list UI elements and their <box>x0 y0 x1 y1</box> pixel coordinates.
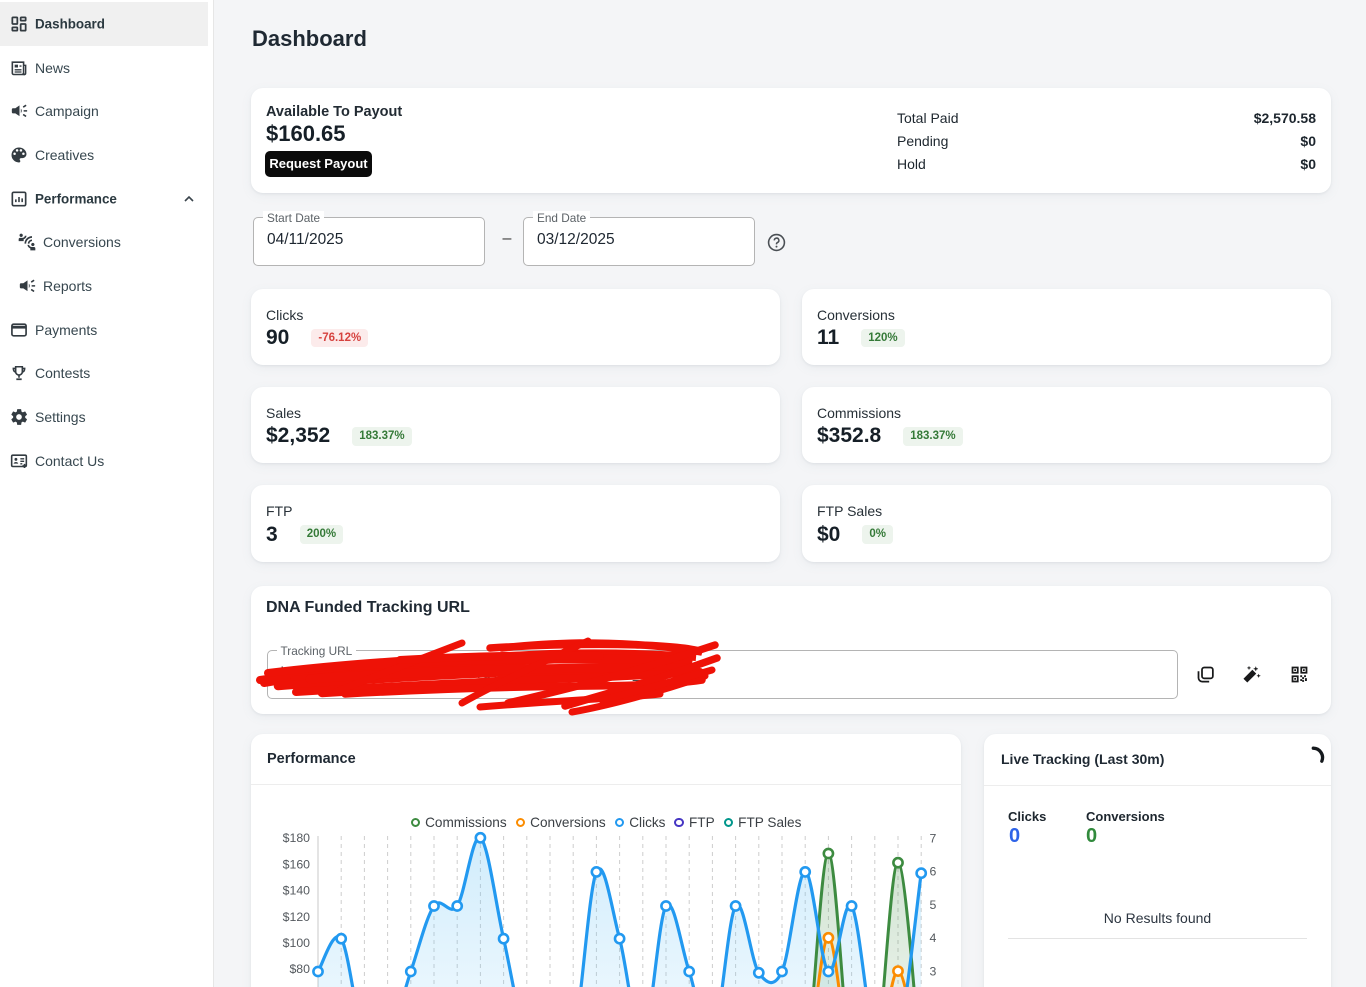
svg-text:6: 6 <box>930 865 937 879</box>
svg-text:$120: $120 <box>283 910 311 924</box>
svg-text:$100: $100 <box>283 936 311 950</box>
svg-text:4: 4 <box>930 931 937 945</box>
svg-text:$160: $160 <box>283 857 311 871</box>
svg-text:$80: $80 <box>289 962 310 976</box>
svg-text:$140: $140 <box>283 884 311 898</box>
svg-text:3: 3 <box>930 964 937 978</box>
svg-text:$180: $180 <box>283 831 311 845</box>
svg-text:7: 7 <box>930 831 937 845</box>
svg-text:5: 5 <box>930 898 937 912</box>
